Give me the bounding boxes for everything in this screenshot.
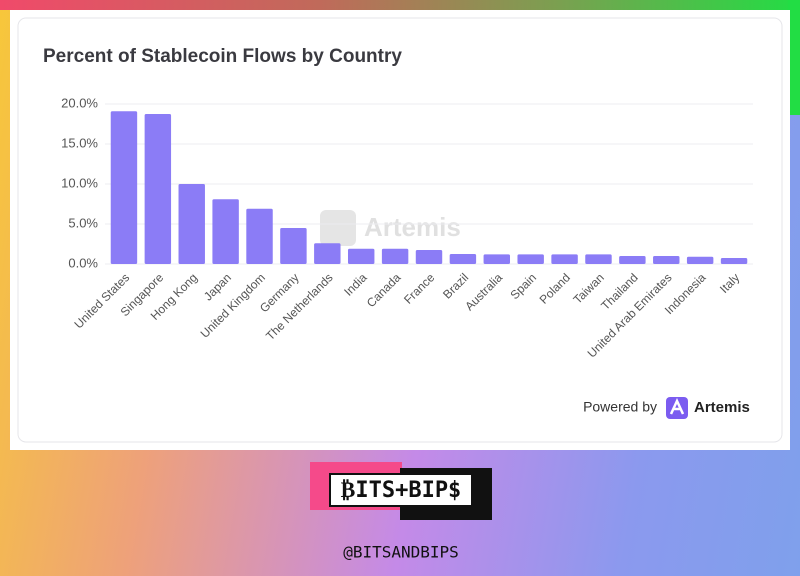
y-tick-label: 5.0% [68,215,98,230]
bar [483,254,511,264]
bar [415,250,443,264]
bar [449,254,477,264]
y-tick-label: 15.0% [61,135,98,150]
bar [517,254,544,264]
chart-title: Percent of Stablecoin Flows by Country [43,46,402,67]
brand-icon-glyph [669,398,685,415]
bar [551,254,578,264]
bar [347,248,375,264]
bar [110,111,138,264]
side-border [788,0,800,115]
card-inner [17,17,783,443]
brand-name: Artemis [694,399,750,416]
logo-box [329,473,473,507]
bar [619,256,646,264]
bar [212,199,239,264]
bar [246,208,273,264]
bar [720,258,748,264]
top-border [0,0,800,10]
bar [280,228,307,264]
watermark: Artemis [320,210,461,246]
powered-by: Powered by [583,399,657,415]
bar [653,256,680,264]
bar [381,248,409,264]
bar [314,243,341,264]
bar [178,184,205,264]
logo-text: ₿ITS+BIP$ [341,478,462,503]
y-tick-label: 10.0% [61,175,98,190]
y-tick-label: 20.0% [61,95,98,110]
watermark-icon [320,210,356,246]
footer-logo: ₿ITS+BIP$ [310,462,492,520]
handle: @BITSANDBIPS [343,543,459,562]
y-tick-label: 0.0% [68,255,98,270]
watermark-text: Artemis [364,212,461,242]
bar [686,256,714,264]
bar [144,114,172,264]
bar [585,254,612,264]
